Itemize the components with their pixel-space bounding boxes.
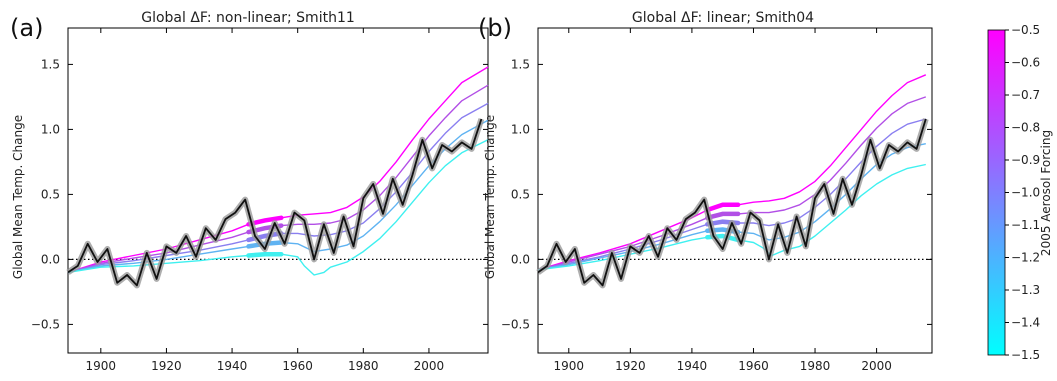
colorbar-tick-label: −1.5 <box>1011 348 1040 362</box>
y-ticks-b: −0.5 0.0 0.5 1.0 1.5 <box>501 57 932 331</box>
model-line-b-1 <box>537 96 927 271</box>
colorbar-tick-label: −1.3 <box>1011 283 1040 297</box>
y-tick-label-a: −0.5 <box>31 317 60 331</box>
colorbar-gradient <box>987 29 1006 356</box>
colorbar-tick-label: −0.8 <box>1011 121 1040 135</box>
x-tick-label-b: 2000 <box>861 359 892 373</box>
y-tick-label-a: 1.0 <box>41 122 60 136</box>
colorbar-tick-label: −1.0 <box>1011 186 1040 200</box>
x-ticks-b: 1900 1920 1940 1960 1980 2000 <box>554 28 892 373</box>
x-ticks-a: 1900 1920 1940 1960 1980 2000 <box>86 28 445 373</box>
x-tick-label-b: 1900 <box>554 359 585 373</box>
model-highlight-a-4 <box>246 251 284 258</box>
plot-frame-a <box>67 27 489 354</box>
x-tick-label-a: 1940 <box>217 359 248 373</box>
plot-frame-b <box>537 27 933 354</box>
colorbar-tick-label: −0.6 <box>1011 56 1040 70</box>
panel-label-b: (b) <box>478 14 512 42</box>
panel-label-a: (a) <box>10 14 43 42</box>
observations-uncertainty-b <box>536 118 929 289</box>
x-tick-label-b: 1980 <box>800 359 831 373</box>
colorbar-tick-label: −1.2 <box>1011 251 1040 265</box>
y-tick-label-b: 0.5 <box>511 187 530 201</box>
x-tick-label-a: 1900 <box>86 359 117 373</box>
y-tick-label-b: 1.0 <box>511 122 530 136</box>
colorbar-ticks: −0.5 −0.6 −0.7 −0.8 −0.9 −1.0 −1.1 −1.2 −1.3 −1.4… <box>1005 23 1040 362</box>
colorbar-tick-label: −1.4 <box>1011 316 1040 330</box>
x-tick-label-a: 1980 <box>348 359 379 373</box>
colorbar-label: 2005 Aerosol Forcing <box>1039 130 1053 256</box>
y-tick-label-a: 1.5 <box>41 57 60 71</box>
y-tick-label-b: 0.0 <box>511 252 530 266</box>
colorbar: −0.5 −0.6 −0.7 −0.8 −0.9 −1.0 −1.1 −1.2 −1.3 −1.4… <box>987 23 1053 362</box>
observations-line-b <box>537 118 927 287</box>
model-series-a <box>67 66 489 276</box>
model-series-b <box>537 74 927 271</box>
observations-a <box>66 118 485 289</box>
model-highlight-b-0 <box>705 202 741 213</box>
chart-title-b: Global ΔF: linear; Smith04 <box>632 10 814 26</box>
y-ticks-a: −0.5 0.0 0.5 1.0 1.5 <box>31 57 488 331</box>
x-tick-label-a: 1920 <box>151 359 182 373</box>
colorbar-tick-label: −1.1 <box>1011 218 1040 232</box>
observations-b <box>536 118 929 289</box>
y-tick-label-a: 0.5 <box>41 187 60 201</box>
x-tick-label-a: 1960 <box>282 359 313 373</box>
model-line-a-4 <box>67 139 489 276</box>
chart-title-a: Global ΔF: non-linear; Smith11 <box>141 10 355 26</box>
colorbar-tick-label: −0.5 <box>1011 23 1040 37</box>
model-highlight-b-1 <box>705 211 741 221</box>
x-tick-label-b: 1920 <box>615 359 646 373</box>
chart-panel-a: (a) Global ΔF: non-linear; Smith11 Globa… <box>10 10 489 373</box>
observations-line-a <box>67 118 483 287</box>
y-tick-label-b: −0.5 <box>501 317 530 331</box>
x-tick-label-b: 1960 <box>738 359 769 373</box>
model-line-b-0 <box>537 74 927 271</box>
y-axis-label-a: Global Mean Temp. Change <box>11 115 25 279</box>
y-tick-label-b: 1.5 <box>511 57 530 71</box>
x-tick-label-b: 1940 <box>677 359 708 373</box>
colorbar-tick-label: −0.9 <box>1011 153 1040 167</box>
y-tick-label-a: 0.0 <box>41 252 60 266</box>
y-axis-label-b: Global Mean Temp. Change <box>483 115 497 279</box>
colorbar-tick-label: −0.7 <box>1011 88 1040 102</box>
x-tick-label-a: 2000 <box>414 359 445 373</box>
chart-panel-b: (b) Global ΔF: linear; Smith04 Global Me… <box>478 10 933 373</box>
